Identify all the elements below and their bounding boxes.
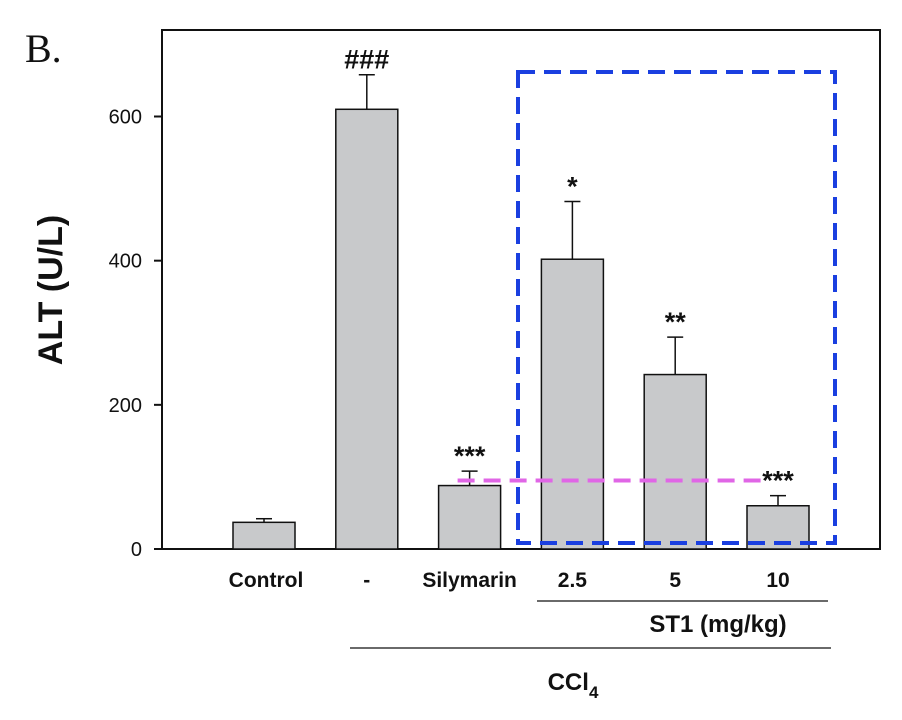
y-axis-label: ALT (U/L) — [32, 215, 70, 365]
significance-label: * — [567, 172, 578, 202]
ccl4-group-label: CCl4 — [548, 669, 599, 702]
ccl4-label-main: CCl — [548, 669, 589, 696]
plot-frame — [161, 29, 881, 550]
bar — [232, 521, 296, 550]
category-label: - — [363, 569, 370, 592]
ccl4-label-subscript: 4 — [589, 683, 599, 702]
plot-area: 0 200 400 600 Control ### - *** Silymarin * 2.5 ** 5… — [109, 29, 881, 702]
bar — [335, 108, 399, 550]
significance-label: *** — [762, 466, 794, 496]
y-tick-label: 200 — [109, 395, 142, 417]
y-tick-label: 600 — [109, 107, 142, 129]
category-label: 10 — [766, 569, 789, 592]
panel-label: B. — [25, 26, 62, 71]
category-label: 2.5 — [558, 569, 588, 592]
y-tick-label: 400 — [109, 251, 142, 273]
category-label: 5 — [669, 569, 681, 592]
highlight-box — [516, 70, 837, 545]
significance-label: ** — [665, 307, 687, 337]
bar — [540, 258, 605, 550]
y-tick-label: 0 — [131, 539, 142, 561]
bar — [643, 373, 707, 550]
category-label: Control — [229, 569, 304, 592]
significance-label: ### — [344, 45, 389, 75]
st1-group-label: ST1 (mg/kg) — [649, 611, 786, 638]
category-label: Silymarin — [422, 569, 517, 592]
bar — [437, 484, 502, 550]
significance-label: *** — [454, 441, 486, 471]
